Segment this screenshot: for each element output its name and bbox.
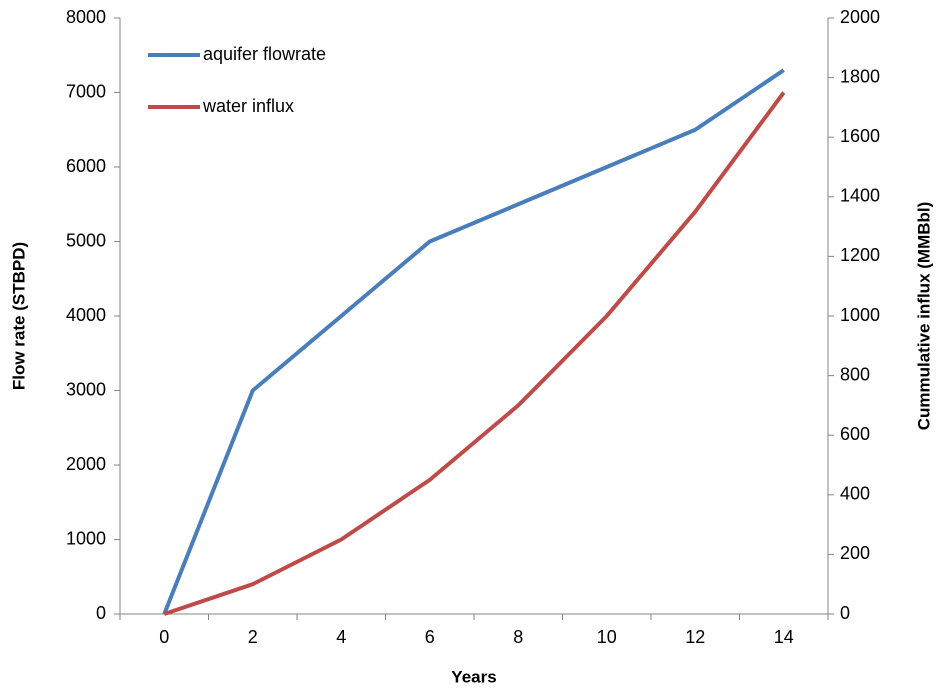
y-tick-label: 8000	[66, 7, 106, 27]
y2-tick-label: 600	[840, 424, 870, 444]
y2-tick-label: 400	[840, 484, 870, 504]
y2-axis-title: Cummulative influx (MMBbl)	[914, 202, 933, 431]
legend-label: water influx	[202, 96, 294, 116]
x-axis-title: Years	[451, 667, 496, 686]
y-tick-label: 0	[96, 603, 106, 623]
y-tick-label: 4000	[66, 305, 106, 325]
x-tick-label: 0	[159, 627, 169, 647]
x-tick-label: 4	[336, 627, 346, 647]
y-tick-label: 5000	[66, 230, 106, 250]
line-series	[162, 68, 785, 615]
y-tick-label: 7000	[66, 81, 106, 101]
y-axis-title: Flow rate (STBPD)	[9, 242, 28, 390]
y2-tick-label: 1600	[840, 126, 880, 146]
x-tick-label: 6	[425, 627, 435, 647]
y2-tick-label: 1000	[840, 305, 880, 325]
line-series	[163, 91, 786, 616]
x-tick-label: 10	[597, 627, 617, 647]
y2-tick-label: 2000	[840, 7, 880, 27]
y-tick-label: 6000	[66, 156, 106, 176]
x-tick-label: 2	[248, 627, 258, 647]
y-tick-label: 1000	[66, 528, 106, 548]
y2-tick-label: 0	[840, 603, 850, 623]
legend-label: aquifer flowrate	[203, 44, 326, 64]
y2-tick-label: 1800	[840, 66, 880, 86]
x-tick-label: 12	[685, 627, 705, 647]
x-tick-label: 14	[774, 627, 794, 647]
x-tick-label: 8	[513, 627, 523, 647]
y2-tick-label: 800	[840, 364, 870, 384]
y2-tick-label: 200	[840, 543, 870, 563]
y-tick-label: 3000	[66, 379, 106, 399]
y2-tick-label: 1200	[840, 245, 880, 265]
y-tick-label: 2000	[66, 454, 106, 474]
y2-tick-label: 1400	[840, 186, 880, 206]
